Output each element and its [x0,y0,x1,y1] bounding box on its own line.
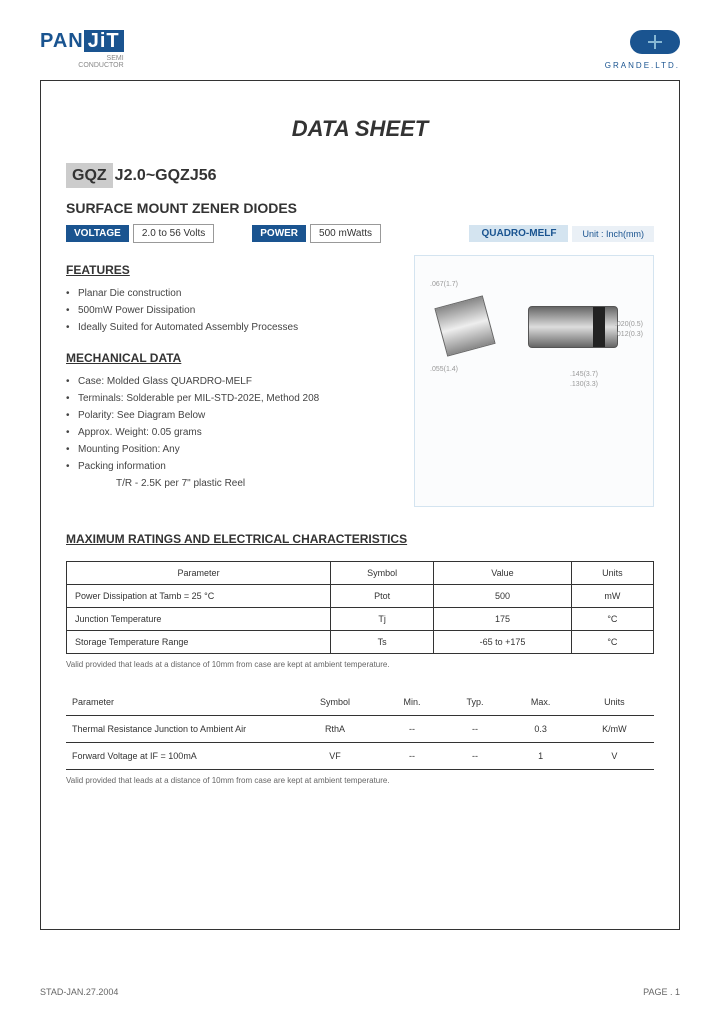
thermal-table: Parameter Symbol Min. Typ. Max. Units Th… [66,689,654,770]
features-head: FEATURES [66,263,394,277]
grande-icon [630,30,680,54]
mech-head: MECHANICAL DATA [66,351,394,365]
mech-item: Approx. Weight: 0.05 grams [66,424,394,441]
table-header: Typ. [444,689,507,716]
footer-date: STAD-JAN.27.2004 [40,987,118,997]
voltage-value: 2.0 to 56 Volts [133,224,214,243]
note-2: Valid provided that leads at a distance … [66,776,654,785]
table-header: Symbol [289,689,380,716]
table-row: Storage Temperature RangeTs-65 to +175°C [67,631,654,654]
table-row: Power Dissipation at Tamb = 25 °CPtot500… [67,585,654,608]
chip-icon-1 [434,295,495,356]
mech-item: Polarity: See Diagram Below [66,407,394,424]
part-number: GQZJ2.0~GQZJ56 [66,167,219,185]
mech-indent: T/R - 2.5K per 7" plastic Reel [66,475,394,492]
features-list: Planar Die construction 500mW Power Diss… [66,285,394,336]
footer: STAD-JAN.27.2004 PAGE . 1 [40,987,680,997]
dim-label: .145(3.7) [570,371,598,378]
table-header: Units [575,689,654,716]
mech-item: Terminals: Solderable per MIL-STD-202E, … [66,390,394,407]
table-header: Min. [381,689,444,716]
header: PANJiT SEMICONDUCTOR GRANDE.LTD. [40,30,680,70]
table-header: Units [571,562,653,585]
diagram-box: .067(1.7) .055(1.4) .020(0.5) .012(0.3) … [414,255,654,507]
chip-icon-2 [528,306,618,348]
max-ratings-title: MAXIMUM RATINGS AND ELECTRICAL CHARACTER… [66,532,654,546]
table-header: Parameter [66,689,289,716]
mech-item: Mounting Position: Any [66,441,394,458]
dim-label: .130(3.3) [570,381,598,388]
badge-row: VOLTAGE 2.0 to 56 Volts POWER 500 mWatts… [66,224,654,243]
power-badge: POWER [252,225,306,242]
ratings-table: Parameter Symbol Value Units Power Dissi… [66,561,654,654]
feature-item: 500mW Power Dissipation [66,302,394,319]
table-row: Junction TemperatureTj175°C [67,608,654,631]
logo-panjit: PANJiT SEMICONDUCTOR [40,30,124,69]
mech-item: Packing information [66,458,394,475]
unit-badge: Unit : Inch(mm) [572,226,654,242]
feature-item: Ideally Suited for Automated Assembly Pr… [66,319,394,336]
footer-page: PAGE . 1 [643,987,680,997]
semi-text: SEMI [107,55,124,62]
dim-label: .067(1.7) [430,281,458,288]
part-rest: J2.0~GQZJ56 [113,163,219,188]
dim-label: .055(1.4) [430,366,458,373]
table-header: Symbol [331,562,434,585]
mech-item: Case: Molded Glass QUARDRO-MELF [66,373,394,390]
subtitle: SURFACE MOUNT ZENER DIODES [66,200,654,216]
main-content: DATA SHEET GQZJ2.0~GQZJ56 SURFACE MOUNT … [40,80,680,930]
part-gray: GQZ [66,163,113,188]
dim-label: .020(0.5) [615,321,643,328]
quadro-badge: QUADRO-MELF [469,225,568,242]
conductor-text: CONDUCTOR [78,62,123,69]
table-header: Value [434,562,572,585]
dim-label: .012(0.3) [615,331,643,338]
table-row: Thermal Resistance Junction to Ambient A… [66,716,654,743]
voltage-badge: VOLTAGE [66,225,129,242]
note-1: Valid provided that leads at a distance … [66,660,654,669]
logo-jit-text: JiT [84,30,124,52]
page-title: DATA SHEET [66,116,654,142]
mech-list: Case: Molded Glass QUARDRO-MELF Terminal… [66,373,394,492]
logo-pan-text: PAN [40,30,84,52]
feature-item: Planar Die construction [66,285,394,302]
table-row: Forward Voltage at IF = 100mAVF----1V [66,743,654,770]
table-header: Parameter [67,562,331,585]
grande-text: GRANDE.LTD. [605,61,680,70]
power-value: 500 mWatts [310,224,381,243]
logo-grande: GRANDE.LTD. [605,30,680,70]
table-header: Max. [506,689,574,716]
